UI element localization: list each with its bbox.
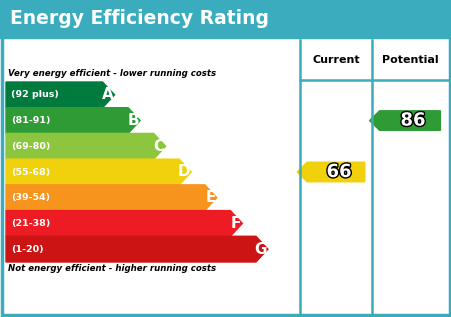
Text: (69-80): (69-80) xyxy=(11,142,50,151)
Polygon shape xyxy=(6,210,242,236)
Text: (1-20): (1-20) xyxy=(11,245,44,254)
Text: E: E xyxy=(205,190,215,205)
Text: (21-38): (21-38) xyxy=(11,219,50,228)
Text: A: A xyxy=(101,87,113,102)
Text: (92 plus): (92 plus) xyxy=(11,90,59,99)
Bar xyxy=(0,0,451,38)
Text: B: B xyxy=(127,113,139,128)
Text: (39-54): (39-54) xyxy=(11,193,50,202)
Text: D: D xyxy=(177,165,190,179)
Text: Very energy efficient - lower running costs: Very energy efficient - lower running co… xyxy=(8,69,216,78)
Polygon shape xyxy=(6,185,216,210)
Text: (81-91): (81-91) xyxy=(11,116,51,125)
Text: Current: Current xyxy=(312,55,359,65)
Text: (55-68): (55-68) xyxy=(11,167,50,177)
Text: G: G xyxy=(254,242,267,257)
Text: 86: 86 xyxy=(400,112,425,130)
Polygon shape xyxy=(6,82,114,108)
Text: C: C xyxy=(153,139,164,154)
Text: Not energy efficient - higher running costs: Not energy efficient - higher running co… xyxy=(8,264,216,273)
Text: 66: 66 xyxy=(326,163,351,181)
Polygon shape xyxy=(297,162,364,182)
Polygon shape xyxy=(6,236,267,262)
Polygon shape xyxy=(6,159,191,185)
Polygon shape xyxy=(369,111,439,130)
Text: F: F xyxy=(230,216,241,231)
Polygon shape xyxy=(6,133,166,159)
Text: Potential: Potential xyxy=(381,55,437,65)
Text: Energy Efficiency Rating: Energy Efficiency Rating xyxy=(10,10,268,29)
Polygon shape xyxy=(6,108,140,133)
